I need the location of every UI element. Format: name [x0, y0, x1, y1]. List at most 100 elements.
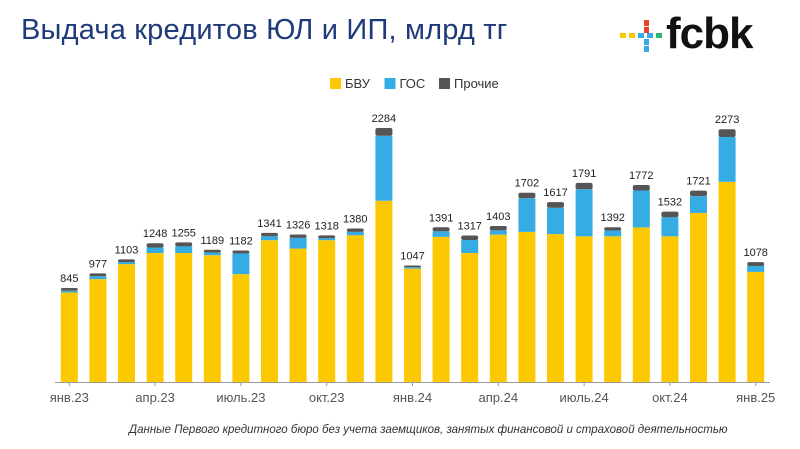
bar-segment-bvu [232, 274, 250, 382]
bar-total-label: 1791 [572, 168, 596, 180]
bar-segment-gos [89, 276, 107, 280]
bar-total-label: 1617 [543, 187, 567, 199]
bar-segment-bvu [747, 271, 765, 382]
bar-segment-other [432, 227, 450, 232]
bar-segment-gos [232, 253, 250, 275]
legend-swatch-bvu [330, 78, 341, 89]
bar-segment-bvu [661, 236, 679, 382]
x-tick-label: янв.23 [50, 390, 89, 405]
bar-segment-other [60, 288, 78, 291]
bar-segment-other [489, 225, 507, 231]
x-tick-label: янв.24 [393, 390, 432, 405]
bar-total-label: 1182 [229, 236, 253, 248]
bar-segment-bvu [604, 236, 622, 382]
brand-logo: fcbk [620, 9, 780, 62]
bar-total-label: 2284 [372, 113, 396, 125]
bar-segment-gos [690, 196, 707, 213]
bar-segment-other [632, 184, 650, 191]
bar-segment-gos [375, 135, 393, 201]
bar-segment-other [575, 182, 593, 190]
legend-label: ГОС [400, 76, 426, 91]
bar-total-label: 1772 [629, 170, 653, 182]
bar-total-label: 1391 [429, 212, 453, 224]
bar-segment-bvu [261, 240, 278, 382]
bar-segment-other [318, 235, 336, 239]
bar-total-label: 1078 [743, 247, 767, 259]
bar-segment-gos [718, 137, 736, 182]
bar-segment-other [547, 202, 564, 208]
bar-segment-other [203, 249, 221, 253]
bar-segment-other [661, 211, 679, 218]
bar-total-label: 1047 [400, 251, 424, 263]
x-tick-label: янв.25 [736, 390, 775, 405]
bar-total-label: 1403 [486, 211, 510, 223]
bar-segment-other [289, 234, 307, 238]
bar-total-label: 1341 [257, 218, 281, 230]
bar-segment-other [89, 273, 107, 277]
bar-segment-other [346, 228, 364, 232]
bar-segment-other [518, 192, 536, 199]
bar-segment-bvu [432, 236, 450, 382]
bar-segment-bvu [375, 200, 393, 382]
bar-segment-gos [175, 246, 193, 253]
bar-segment-bvu [289, 248, 307, 382]
bar-total-label: 1317 [457, 221, 481, 233]
bar-segment-gos [547, 207, 564, 235]
bar-segment-gos [203, 252, 221, 256]
bar-total-label: 2273 [715, 114, 739, 126]
page-title: Выдача кредитов ЮЛ и ИП, млрд тг [21, 14, 508, 46]
bar-total-label: 1392 [600, 212, 624, 224]
bar-segment-gos [346, 231, 364, 236]
bar-segment-bvu [203, 255, 221, 382]
bar-segment-other [461, 235, 479, 240]
bar-segment-gos [661, 217, 679, 237]
bar-segment-gos [432, 231, 450, 237]
bar-total-label: 977 [89, 258, 107, 270]
bar-segment-gos [318, 238, 336, 241]
bar-segment-other [404, 265, 421, 268]
bar-segment-gos [747, 266, 765, 272]
x-tick-label: июль.23 [216, 390, 265, 405]
bar-segment-other [604, 227, 622, 231]
bar-segment-bvu [632, 227, 650, 382]
bar-total-label: 1318 [314, 220, 338, 232]
bar-segment-gos [289, 237, 307, 249]
bar-segment-gos [518, 198, 536, 232]
bar-total-label: 1248 [143, 228, 167, 240]
bar-segment-bvu [404, 268, 421, 382]
bar-segment-gos [404, 267, 421, 269]
legend-swatch-other [439, 78, 450, 89]
bar-segment-bvu [489, 234, 507, 382]
bar-segment-bvu [718, 181, 736, 382]
bar-segment-other [175, 242, 193, 247]
bar-segment-other [232, 250, 250, 254]
bar-segment-bvu [118, 264, 135, 382]
bar-segment-gos [604, 230, 622, 237]
bar-segment-bvu [175, 253, 193, 382]
bar-segment-bvu [461, 253, 479, 382]
logo-wordmark: fcbk [666, 9, 753, 58]
legend-label: БВУ [345, 76, 371, 91]
bar-segment-other [118, 259, 135, 263]
bar-segment-gos [461, 239, 479, 253]
x-tick-label: окт.23 [309, 390, 345, 405]
bar-total-label: 1326 [286, 220, 310, 232]
bar-segment-other [718, 129, 736, 137]
bar-segment-bvu [690, 212, 707, 382]
bar-segment-gos [146, 247, 164, 253]
source-note: Данные Первого кредитного бюро без учета… [129, 424, 728, 436]
bar-total-label: 1721 [686, 176, 710, 188]
bar-total-label: 1380 [343, 214, 367, 226]
bar-total-label: 1255 [171, 227, 195, 239]
bar-segment-other [747, 262, 765, 267]
bar-segment-bvu [547, 234, 564, 382]
bar-total-label: 1103 [115, 244, 139, 256]
bar-segment-other [690, 190, 707, 197]
bar-segment-gos [489, 230, 507, 235]
bar-segment-gos [632, 190, 650, 228]
x-tick-label: апр.24 [479, 390, 519, 405]
legend-label: Прочие [454, 76, 499, 91]
bar-segment-bvu [60, 292, 78, 382]
x-tick-label: окт.24 [652, 390, 688, 405]
